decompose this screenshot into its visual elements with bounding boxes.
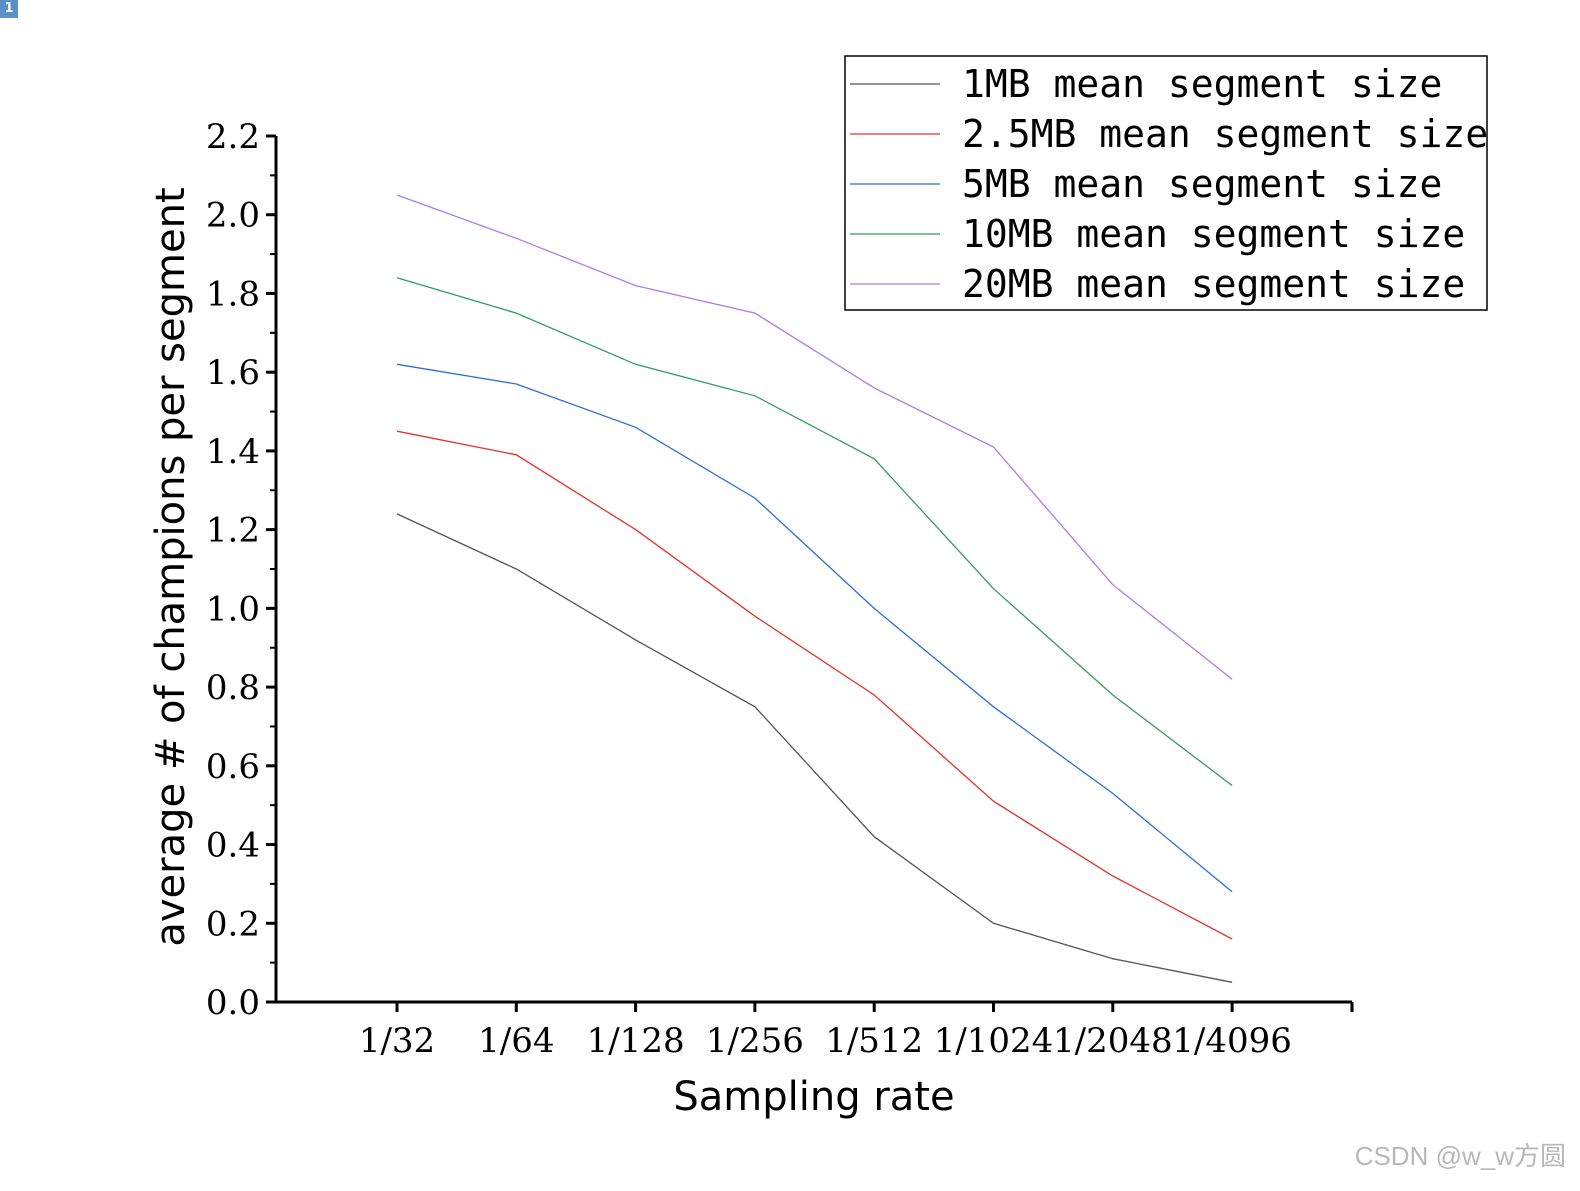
legend-label: 10MB mean segment size — [962, 212, 1465, 256]
series-line — [396, 363, 1233, 893]
x-tick-label: 1/32 — [359, 1021, 435, 1061]
y-tick-label: 1.6 — [206, 353, 260, 393]
legend: 1MB mean segment size 2.5MB mean segment … — [844, 55, 1488, 311]
x-tick-label: 1/2048 — [1053, 1021, 1173, 1061]
y-tick-label: 0.8 — [206, 668, 260, 708]
x-tick-label: 1/64 — [478, 1021, 554, 1061]
y-tick-label: 1.4 — [206, 432, 260, 472]
x-tick-label: 1/128 — [587, 1021, 685, 1061]
watermark: CSDN @w_w方圆 — [1354, 1141, 1566, 1171]
x-tick-label: 1/1024 — [934, 1021, 1054, 1061]
y-tick-label: 0.0 — [206, 983, 260, 1023]
legend-label: 5MB mean segment size — [962, 162, 1442, 206]
y-tick-label: 2.2 — [206, 117, 260, 157]
y-tick-label: 1.2 — [206, 511, 260, 551]
series-line — [396, 430, 1233, 940]
y-tick-label: 2.0 — [206, 196, 260, 236]
series-line — [396, 513, 1233, 983]
series-line — [396, 194, 1233, 680]
y-tick-label: 0.2 — [206, 904, 260, 944]
y-axis-title: average # of champions per segment — [148, 187, 194, 946]
legend-box — [844, 55, 1488, 311]
y-tick-label: 0.4 — [206, 826, 260, 866]
corner-badge: 1 — [0, 0, 18, 18]
y-tick-label: 0.6 — [206, 747, 260, 787]
x-tick-label: 1/256 — [706, 1021, 804, 1061]
x-tick-label: 1/4096 — [1172, 1021, 1292, 1061]
series-lines — [396, 194, 1233, 983]
series-line — [396, 277, 1233, 787]
axes: 0.0 0.2 0.4 0.6 0.8 1.0 1.2 1.4 1.6 1.8 2.0 2.2 1/32… — [148, 117, 1354, 1120]
legend-label: 1MB mean segment size — [962, 62, 1442, 106]
x-tick-label: 1/512 — [825, 1021, 923, 1061]
legend-label: 20MB mean segment size — [962, 262, 1465, 306]
legend-label: 2.5MB mean segment size — [962, 112, 1488, 156]
x-axis-title: Sampling rate — [673, 1074, 954, 1120]
y-tick-label: 1.8 — [206, 274, 260, 314]
y-tick-label: 1.0 — [206, 589, 260, 629]
